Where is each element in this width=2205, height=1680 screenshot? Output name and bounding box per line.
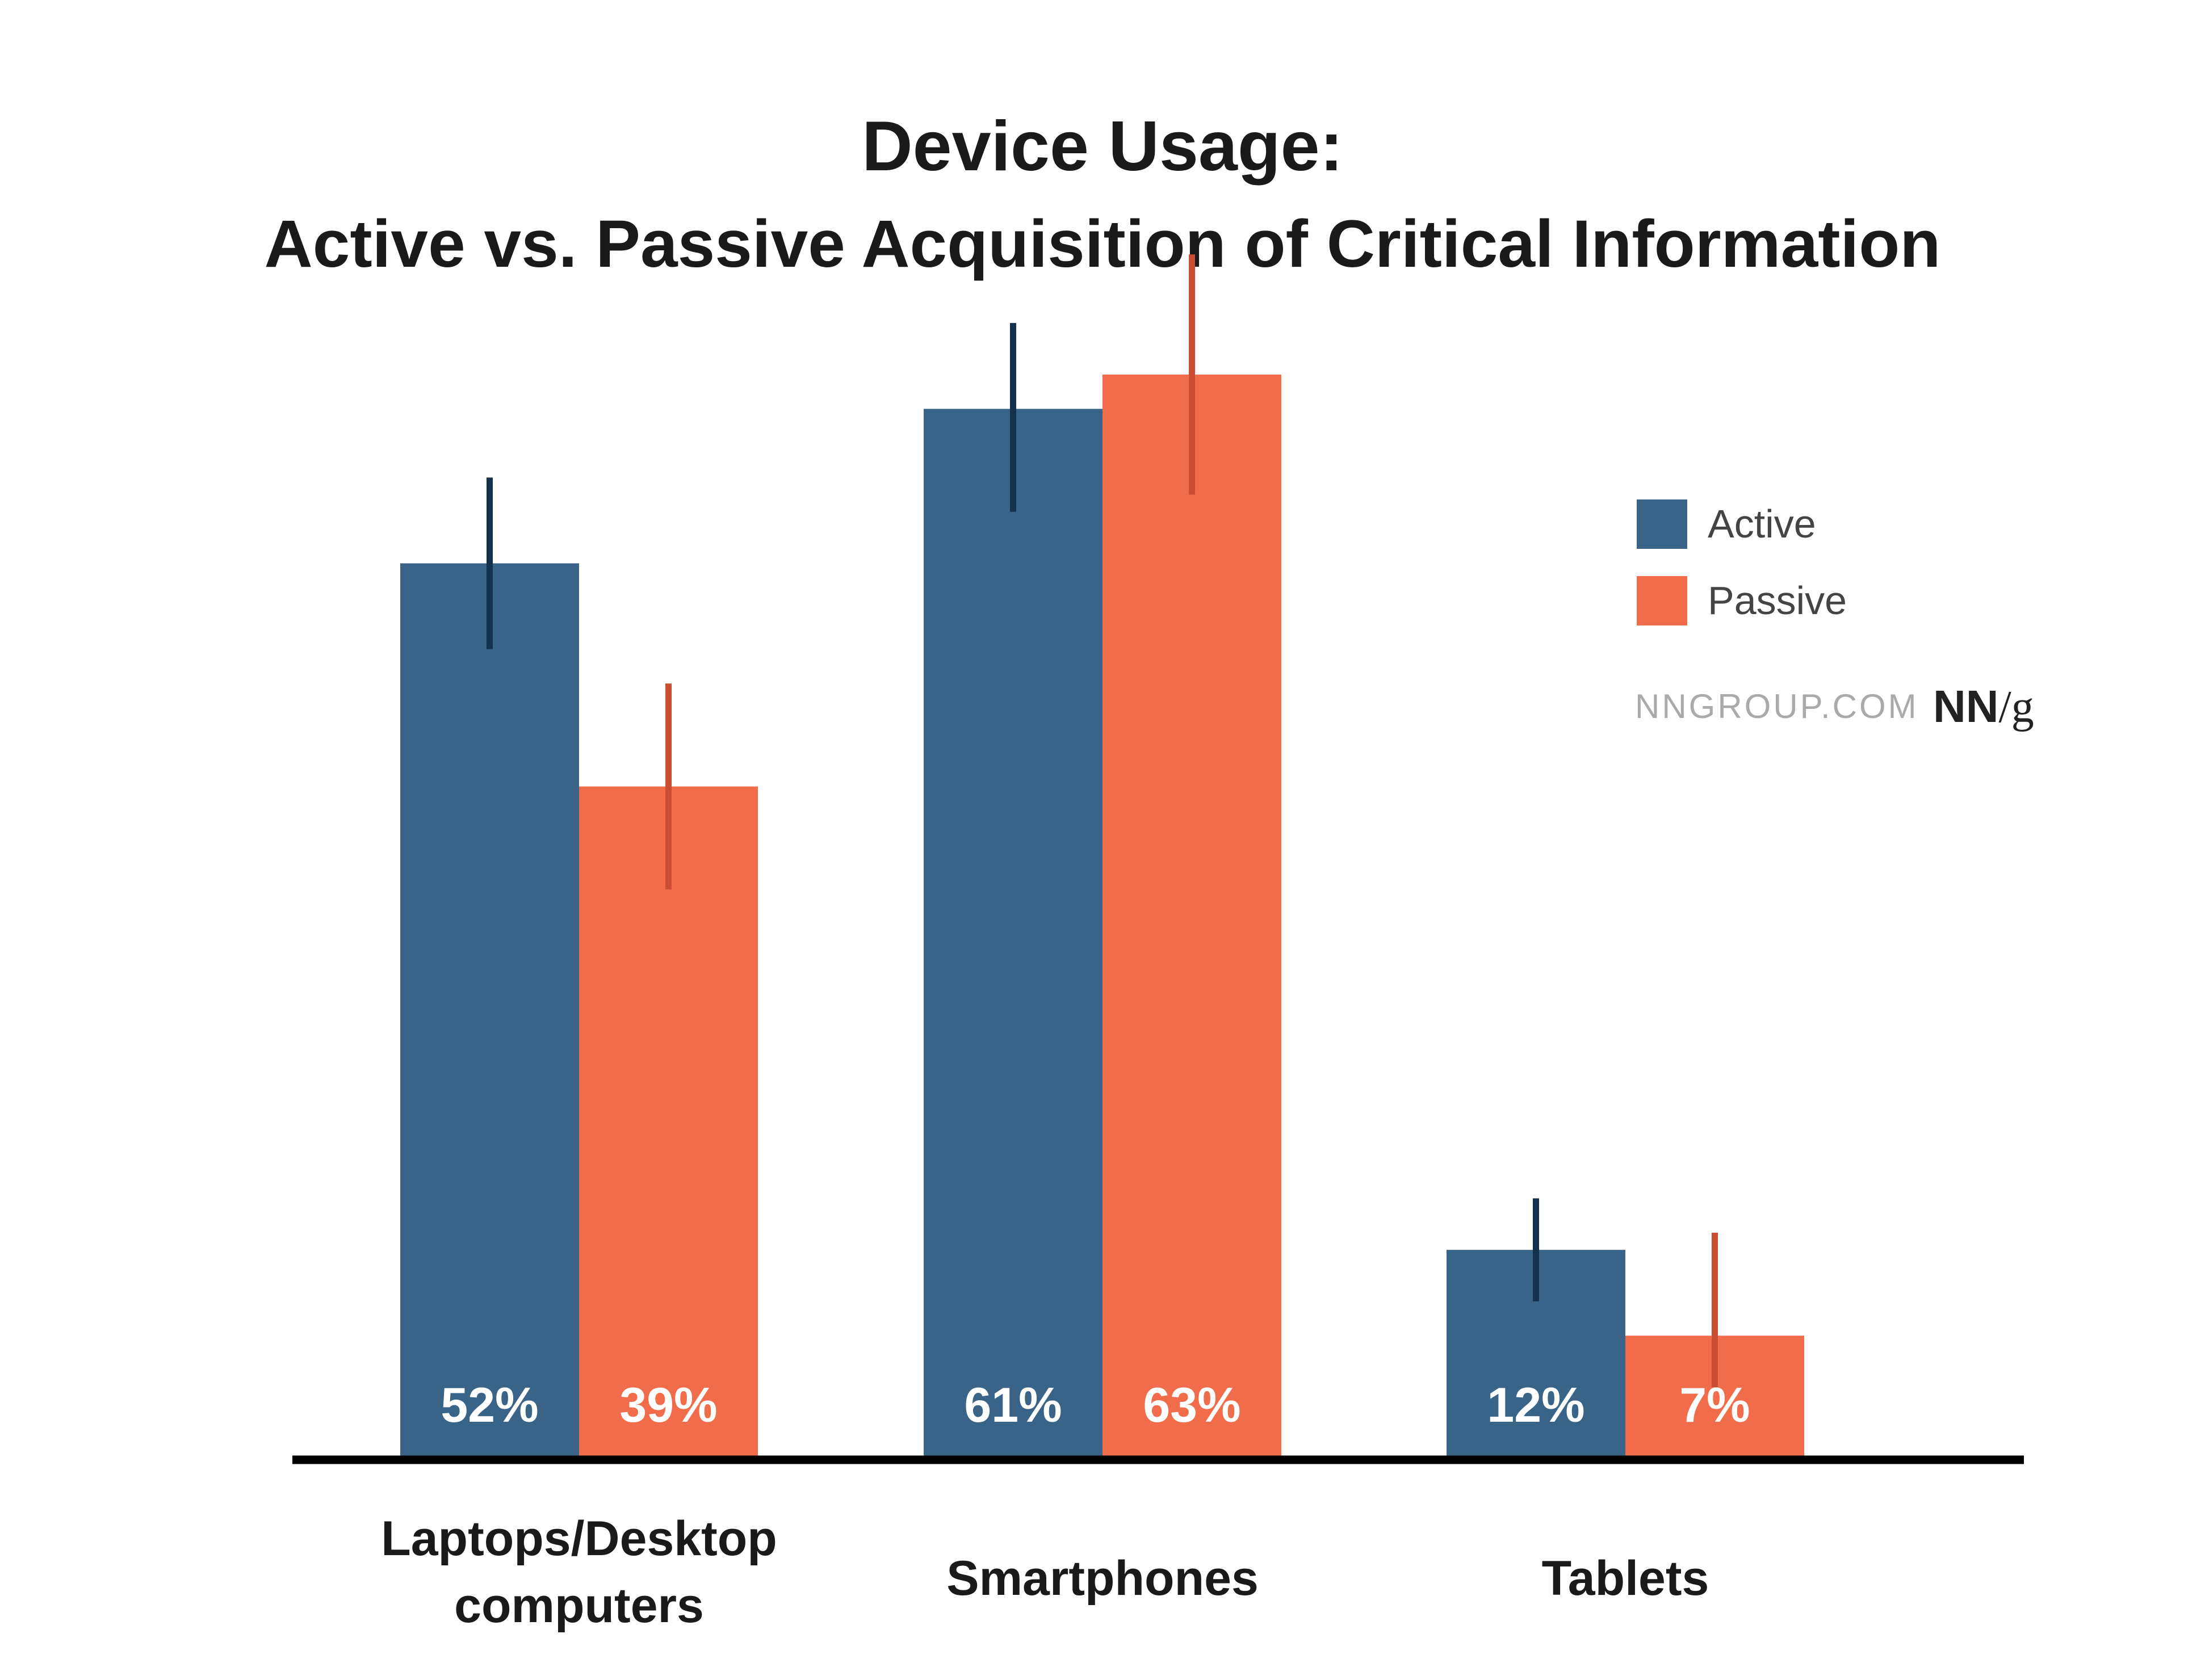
legend-label-active: Active [1708,502,1816,546]
error-bars-layer [487,254,1718,1388]
category-label-0-line-0: Laptops/Desktop [381,1511,777,1566]
chart-title-line-2: Active vs. Passive Acquisition of Critic… [265,207,1941,282]
legend: Active Passive [1637,499,1847,625]
nng-logo-nn: NN [1933,681,1999,732]
legend-label-passive: Passive [1708,578,1847,623]
branding: NNGROUP.COM NN/g [1635,681,2034,732]
value-labels-layer: 52% 39% 61% 63% 12% 7% [441,1378,1750,1433]
bar-active-1 [924,409,1102,1456]
category-label-0-line-1: computers [454,1578,704,1633]
category-label-1-line-0: Smartphones [946,1551,1259,1606]
value-label-passive-1: 63% [1143,1378,1240,1433]
value-label-active-2: 12% [1487,1378,1584,1433]
nng-logo: NN/g [1933,681,2034,732]
bar-passive-1 [1102,374,1281,1456]
value-label-passive-2: 7% [1679,1378,1750,1433]
value-label-active-1: 61% [964,1378,1062,1433]
value-label-passive-0: 39% [619,1378,717,1433]
chart-title-line-1: Device Usage: [862,107,1343,186]
category-labels: Laptops/Desktop computers Smartphones Table… [381,1511,1709,1633]
nng-logo-g: /g [1999,682,2034,732]
legend-swatch-active [1637,499,1687,549]
legend-swatch-passive [1637,576,1687,625]
bar-active-0 [400,563,579,1456]
bars-layer [400,374,1804,1456]
bar-passive-0 [579,786,758,1456]
value-label-active-0: 52% [441,1378,538,1433]
category-label-2-line-0: Tablets [1542,1551,1709,1606]
site-url: NNGROUP.COM [1635,687,1919,725]
